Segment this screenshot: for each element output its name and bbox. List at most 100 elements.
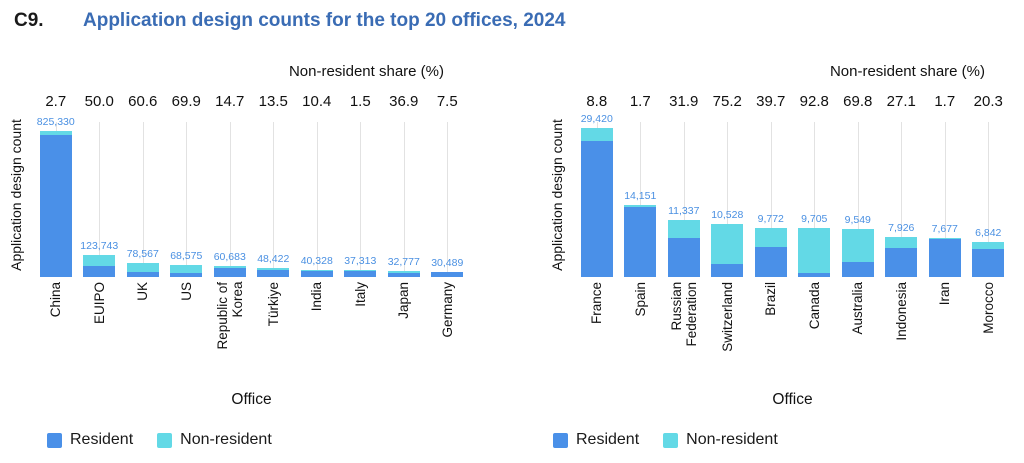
value-label: 825,330 [36,116,75,128]
bar-russian-federation [667,219,700,277]
non-resident-segment [126,263,159,272]
plot-area: 29,420 14,151 11,337 10,528 9,772 9,705 9,549 7… [575,114,1010,277]
y-axis-label: Application design count [8,119,24,271]
share-value: 1.7 [629,93,651,110]
gridline [944,122,946,277]
x-axis-title: Office [772,391,813,408]
resident-segment [344,270,377,277]
x-tick-text: Brazil [763,282,779,316]
x-tick-label: Australia [836,282,880,400]
value-label: 7,677 [931,223,958,236]
value-label: 9,772 [757,212,784,225]
non-resident-segment [39,131,72,135]
bar-france [580,128,613,277]
resident-segment [580,141,613,277]
share-value: 39.7 [756,93,786,110]
design-counts-chart-offices-1-10: Application design count Non-resident sh… [0,0,483,463]
bar-us [170,264,203,277]
top-axis-label: Non-resident share (%) [829,63,985,80]
share-value: 69.8 [843,93,873,110]
bar-italy [344,270,377,277]
x-tick-label: Germany [426,282,470,400]
non-resident-segment [972,242,1005,250]
legend-label: Resident [576,431,640,448]
gridline [814,122,816,277]
non-resident-segment [257,268,290,270]
x-tick-text: Republic of Korea [214,282,245,350]
x-tick-text: China [48,282,64,318]
non-resident-segment [885,236,918,248]
share-value: 13.5 [258,93,288,110]
x-tick-label: Brazil [749,282,793,400]
value-label: 14,151 [624,190,657,203]
bar-iran [928,238,961,277]
legend-item-resident: Resident [553,431,639,449]
resident-segment [83,266,116,277]
gridline [229,122,231,277]
x-tick-label: Spain [619,282,663,400]
gridline [99,122,101,277]
share-value: 27.1 [886,93,916,110]
share-value: 2.7 [45,93,67,110]
value-label: 30,489 [431,256,464,269]
value-label: 9,549 [844,213,871,226]
x-tick-text: Indonesia [893,282,909,341]
x-tick-text: Switzerland [719,282,735,352]
bar-germany [431,271,464,277]
non-resident-segment [580,128,613,142]
x-tick-text: EUIPO [91,282,107,325]
x-tick-text: Germany [439,282,455,338]
bar-brazil [754,227,787,277]
share-value: 75.2 [712,93,742,110]
x-tick-label: China [34,282,78,400]
legend-item-non-resident: Non-resident [157,431,272,449]
share-value: 14.7 [215,93,245,110]
x-tick-text: Australia [850,282,866,335]
bar-china [39,131,72,277]
share-value: 20.3 [973,93,1003,110]
x-tick-text: US [178,282,194,301]
x-tick-label: Morocco [967,282,1011,400]
share-value: 50.0 [84,93,114,110]
value-label: 40,328 [300,254,333,267]
share-value: 60.6 [128,93,158,110]
x-tick-label: Switzerland [706,282,750,400]
non-resident-share-row: 8.8 1.7 31.9 75.2 39.7 92.8 69.8 27.1 1.7 20.3 [575,93,1010,111]
x-tick-label: Iran [923,282,967,400]
x-tick-labels: France Spain Russian Federation Switzerland… [575,282,1010,400]
bar-uk [126,263,159,277]
gridline [142,122,144,277]
x-tick-label: France [575,282,619,400]
value-label: 68,575 [170,249,203,262]
x-tick-text: India [309,282,325,312]
plot-area: 825,330 123,743 78,567 68,575 60,683 48,422 40… [34,117,469,277]
x-tick-label: Indonesia [880,282,924,400]
bar-japan [387,271,420,277]
value-label: 48,422 [257,253,290,266]
gridline [901,122,903,277]
x-tick-label: Italy [339,282,383,400]
x-axis-title: Office [231,391,272,408]
x-tick-label: US [165,282,209,400]
y-axis-label: Application design count [549,119,565,271]
non-resident-segment [83,255,116,267]
x-tick-label: EUIPO [78,282,122,400]
bar-india [300,269,333,277]
top-axis-label: Non-resident share (%) [288,63,444,80]
bar-spain [624,205,657,277]
value-label: 37,313 [344,255,377,268]
non-resident-segment [711,223,744,264]
resident-segment [257,269,290,277]
x-tick-label: Türkiye [252,282,296,400]
resident-segment [667,237,700,277]
legend: Resident Non-resident [47,431,296,449]
non-resident-segment [841,228,874,263]
resident-segment [39,134,72,277]
resident-segment [126,271,159,277]
resident-segment [972,249,1005,277]
non-resident-swatch-icon [663,432,679,448]
report-title: Application design counts for the top 20… [83,10,566,31]
bar-switzerland [711,223,744,277]
share-value: 10.4 [302,93,332,110]
value-label: 123,743 [80,240,119,253]
